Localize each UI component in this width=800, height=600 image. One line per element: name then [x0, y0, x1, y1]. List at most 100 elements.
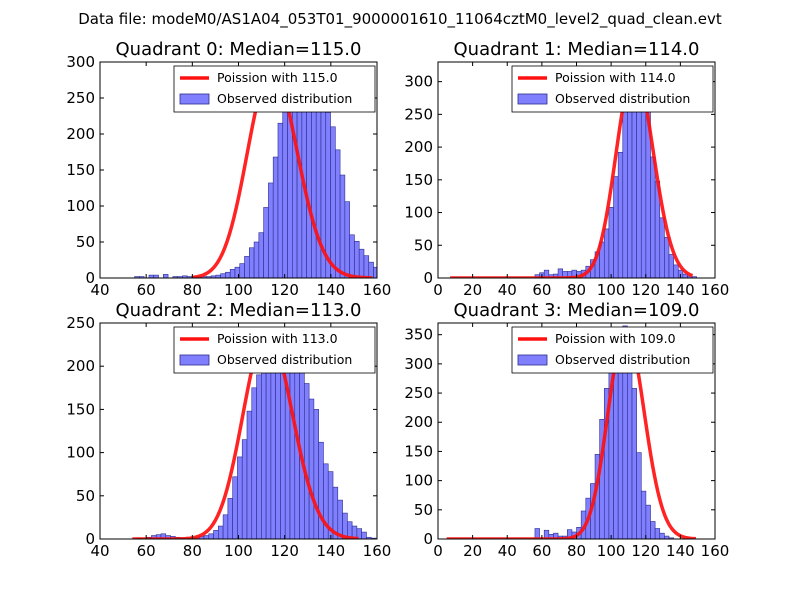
- x-tick-label: 20: [463, 281, 482, 299]
- histogram-bar: [645, 504, 651, 539]
- x-tick-label: 160: [701, 281, 730, 299]
- histogram-bar: [304, 383, 310, 539]
- histogram-bar: [256, 374, 262, 539]
- y-tick-label: 0: [423, 530, 433, 548]
- histogram-bar: [237, 456, 243, 539]
- x-tick-label: 100: [597, 542, 626, 560]
- y-tick-label: 150: [404, 171, 433, 189]
- histogram-bar: [664, 237, 670, 278]
- x-tick-label: 60: [137, 281, 156, 299]
- legend-bar-swatch: [517, 354, 548, 366]
- y-tick-label: 200: [66, 125, 95, 143]
- histogram-bar: [668, 537, 674, 539]
- histogram-bar: [640, 95, 647, 278]
- histogram-bar: [229, 269, 236, 278]
- histogram-bar: [668, 254, 674, 278]
- x-tick-label: 0: [433, 281, 443, 299]
- histogram-bar: [383, 274, 388, 278]
- histogram-bar: [335, 149, 341, 278]
- x-tick-label: 160: [363, 281, 392, 299]
- legend-label-poisson: Poission with 113.0: [217, 331, 338, 346]
- histogram-bar: [397, 277, 402, 278]
- histogram-bar: [659, 532, 665, 539]
- figure-suptitle: Data file: modeM0/AS1A04_053T01_90000016…: [78, 10, 722, 29]
- legend-label-observed: Observed distribution: [555, 352, 690, 367]
- x-tick-label: 120: [270, 281, 299, 299]
- panel-quadrant-3: Quadrant 3: Median=109.0 0 20 40 60 80 100 120 1…: [404, 300, 729, 560]
- histogram-bar: [650, 156, 656, 278]
- histogram-bar: [349, 234, 355, 278]
- histogram-bar: [393, 276, 398, 278]
- x-tick-label: 140: [666, 542, 695, 560]
- histogram-bar: [162, 274, 169, 278]
- histogram-bar: [225, 271, 231, 278]
- legend-label-poisson: Poission with 114.0: [555, 70, 676, 85]
- histogram-bar: [268, 182, 274, 278]
- histogram-bar: [222, 514, 229, 539]
- x-tick-label: 80: [567, 542, 586, 560]
- legend-label-observed: Observed distribution: [217, 91, 352, 106]
- histogram-bar: [282, 104, 288, 278]
- x-tick-label: 40: [90, 281, 109, 299]
- y-tick-label: 250: [66, 89, 95, 107]
- histogram-bar: [363, 255, 370, 278]
- histogram-bar: [373, 266, 377, 278]
- histogram-bar: [636, 452, 642, 539]
- x-tick-label: 60: [532, 542, 551, 560]
- histogram-bar: [234, 266, 241, 278]
- x-tick-label: 60: [532, 281, 551, 299]
- histogram-bar: [673, 264, 679, 278]
- histogram-bar: [232, 476, 238, 539]
- histogram-bar: [330, 126, 336, 278]
- x-tick-label: 60: [137, 542, 156, 560]
- legend: Poission with 109.0 Observed distribution: [511, 326, 714, 374]
- y-tick-label: 300: [404, 355, 433, 373]
- histogram-bar: [218, 525, 224, 539]
- x-tick-label: 140: [317, 542, 346, 560]
- x-tick-label: 40: [498, 281, 517, 299]
- panel-title: Quadrant 1: Median=114.0: [454, 39, 700, 60]
- histogram-bar: [368, 261, 374, 278]
- x-tick-label: 140: [317, 281, 346, 299]
- y-tick-label: 150: [404, 442, 433, 460]
- y-tick-label: 0: [85, 269, 95, 287]
- histogram-bar: [277, 122, 284, 278]
- x-tick-label: 100: [224, 542, 253, 560]
- legend-label-poisson: Poission with 115.0: [217, 70, 338, 85]
- histogram-bar: [253, 241, 260, 278]
- x-tick-label: 160: [363, 542, 392, 560]
- y-tick-label: 300: [66, 53, 95, 71]
- x-tick-label: 20: [463, 542, 482, 560]
- legend: Poission with 115.0 Observed distribution: [173, 65, 376, 113]
- x-tick-label: 100: [224, 281, 253, 299]
- x-tick-label: 80: [183, 542, 202, 560]
- y-tick-label: 0: [423, 269, 433, 287]
- panel-quadrant-2: Quadrant 2: Median=113.0 40 60 80 100 120 140 1…: [66, 300, 391, 560]
- plot-area: [446, 325, 697, 539]
- x-tick-label: 80: [183, 281, 202, 299]
- histogram-bar: [654, 528, 661, 539]
- legend-label-observed: Observed distribution: [217, 352, 352, 367]
- y-tick-label: 200: [404, 413, 433, 431]
- y-tick-label: 250: [66, 314, 95, 332]
- histogram-bar: [354, 240, 360, 278]
- x-tick-label: 100: [597, 281, 626, 299]
- histogram-bar: [244, 256, 250, 278]
- y-tick-label: 50: [414, 501, 433, 519]
- y-tick-label: 50: [76, 233, 95, 251]
- legend-bar-swatch: [179, 354, 210, 366]
- y-tick-label: 100: [66, 444, 95, 462]
- histogram-bar: [308, 398, 315, 539]
- y-tick-label: 50: [76, 487, 95, 505]
- histogram-bar: [608, 207, 614, 278]
- legend: Poission with 114.0 Observed distribution: [511, 65, 714, 113]
- histogram-bar: [318, 441, 324, 539]
- legend-bar-swatch: [179, 93, 210, 105]
- x-tick-label: 120: [631, 542, 660, 560]
- y-tick-label: 250: [404, 384, 433, 402]
- histogram-bar: [344, 201, 350, 278]
- panel-title: Quadrant 0: Median=115.0: [116, 39, 362, 60]
- panel-title: Quadrant 2: Median=113.0: [116, 300, 362, 321]
- y-tick-label: 150: [66, 161, 95, 179]
- histogram-bar: [246, 410, 253, 539]
